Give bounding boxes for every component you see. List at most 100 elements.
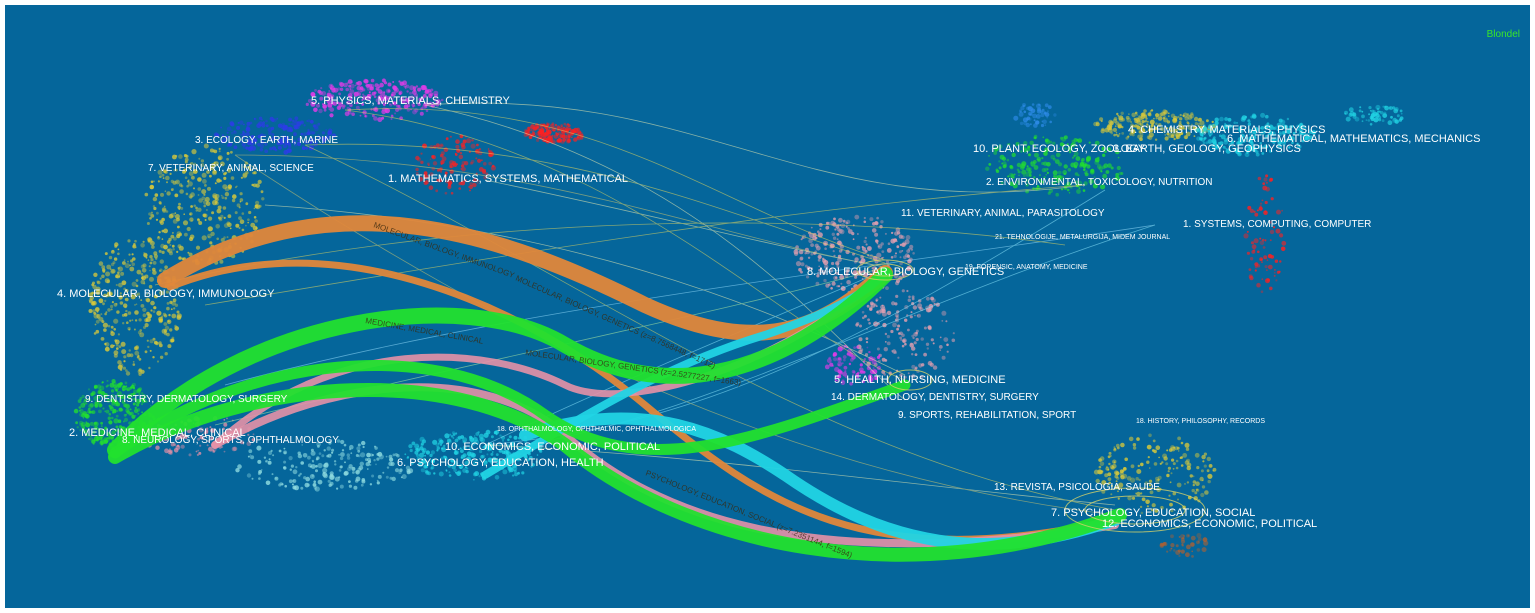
cluster-dot xyxy=(856,345,860,349)
cluster-dot xyxy=(886,310,892,316)
cluster-dot xyxy=(272,454,275,457)
cluster-dot xyxy=(876,242,879,245)
cluster-dot xyxy=(118,345,122,348)
cluster-dot xyxy=(912,336,915,340)
cluster-dot xyxy=(104,346,110,352)
cluster-dot xyxy=(437,178,442,183)
cluster-dot xyxy=(203,143,209,149)
cluster-dot xyxy=(114,244,118,248)
cluster-dot xyxy=(1155,117,1158,120)
cluster-dot xyxy=(901,344,905,348)
cluster-dot xyxy=(891,231,894,234)
cluster-dot xyxy=(138,318,142,322)
cluster-dot xyxy=(1038,103,1041,106)
cluster-dot xyxy=(153,340,158,345)
cluster-label: 18. HISTORY, PHILOSOPHY, RECORDS xyxy=(1136,418,1265,425)
cluster-dot xyxy=(885,286,889,290)
cluster-dot xyxy=(916,315,919,317)
cluster-dot xyxy=(1186,533,1190,538)
cluster-dot xyxy=(108,420,113,425)
cluster-dot xyxy=(339,87,344,92)
cluster-dot xyxy=(117,248,120,251)
cluster-dot xyxy=(1148,433,1152,438)
cluster-dot xyxy=(392,97,395,100)
cluster-dot xyxy=(1025,122,1030,128)
cluster-dot xyxy=(899,336,903,340)
cluster-dot xyxy=(293,143,297,147)
cluster-dot xyxy=(317,479,323,485)
cluster-dot xyxy=(1257,264,1261,268)
cluster-dot xyxy=(361,440,366,446)
cluster-dot xyxy=(169,172,172,175)
cluster-dot xyxy=(113,257,118,261)
cluster-dot xyxy=(161,207,167,212)
cluster-dot xyxy=(1067,168,1072,172)
cluster-dot xyxy=(1201,485,1206,489)
cluster-dot xyxy=(300,486,304,490)
cluster-dot xyxy=(315,469,318,473)
cluster-dot xyxy=(1286,117,1290,121)
cluster-dot xyxy=(141,392,144,395)
cluster-dot xyxy=(374,446,378,450)
cluster-dot xyxy=(1262,185,1268,191)
cluster-dot xyxy=(142,398,147,403)
cluster-dot xyxy=(318,108,323,114)
cluster-dot xyxy=(1099,456,1105,461)
cluster-dot xyxy=(238,206,241,209)
cluster-dot xyxy=(830,287,833,290)
cluster-dot xyxy=(460,180,466,186)
cluster-dot xyxy=(1352,112,1357,116)
cluster-dot xyxy=(106,398,111,403)
cluster-dot xyxy=(899,243,902,246)
cluster-dot xyxy=(1250,241,1255,245)
cluster-dot xyxy=(998,160,1001,163)
cluster-dot xyxy=(794,249,797,252)
cluster-dot xyxy=(1169,549,1172,552)
cluster-label: 11. VETERINARY, ANIMAL, PARASITOLOGY xyxy=(901,208,1105,219)
cluster-dot xyxy=(365,83,370,88)
cluster-dot xyxy=(185,154,189,158)
cluster-dot xyxy=(89,421,94,426)
cluster-dot xyxy=(563,122,567,126)
cluster-dot xyxy=(113,318,119,324)
cluster-dot xyxy=(92,309,96,313)
cluster-dot xyxy=(193,187,195,190)
cluster-dot xyxy=(386,466,390,469)
cluster-dot xyxy=(173,443,177,446)
cluster-dot xyxy=(1179,113,1182,117)
cluster-dot xyxy=(807,256,811,259)
cluster-dot xyxy=(478,475,481,478)
cluster-dot xyxy=(1170,534,1174,539)
cluster-dot xyxy=(96,280,101,285)
cluster-dot xyxy=(399,81,404,86)
cluster-dot xyxy=(1244,115,1248,119)
cluster-dot xyxy=(475,157,478,160)
cluster-dot xyxy=(843,358,846,362)
cluster-dot xyxy=(945,320,948,323)
cluster-dot xyxy=(1186,465,1192,471)
cluster-dot xyxy=(201,172,207,178)
cluster-dot xyxy=(1185,552,1190,558)
cluster-dot xyxy=(125,297,129,302)
cluster-dot xyxy=(85,434,88,437)
cluster-dot xyxy=(494,431,497,435)
cluster-dot xyxy=(241,441,244,444)
cluster-label: 21. TEHNOLOGIJE, METALURGIJA, MIDEM JOUR… xyxy=(995,234,1170,241)
cluster-dot xyxy=(551,134,554,137)
cluster-dot xyxy=(246,473,252,478)
cluster-dot xyxy=(115,425,119,429)
cluster-dot xyxy=(357,443,361,447)
cluster-dot xyxy=(1132,446,1137,450)
cluster-dot xyxy=(128,253,131,256)
cluster-dot xyxy=(197,437,201,441)
cluster-dot xyxy=(1192,483,1196,487)
cluster-dot xyxy=(115,430,117,432)
cluster-dot xyxy=(364,115,367,118)
cluster-dot xyxy=(913,341,917,345)
cluster-dot xyxy=(169,328,173,332)
cluster-dot xyxy=(1368,106,1372,110)
cluster-dot xyxy=(271,119,275,123)
cluster-dot xyxy=(224,186,230,192)
cluster-dot xyxy=(136,292,141,296)
cluster-dot xyxy=(220,126,223,129)
